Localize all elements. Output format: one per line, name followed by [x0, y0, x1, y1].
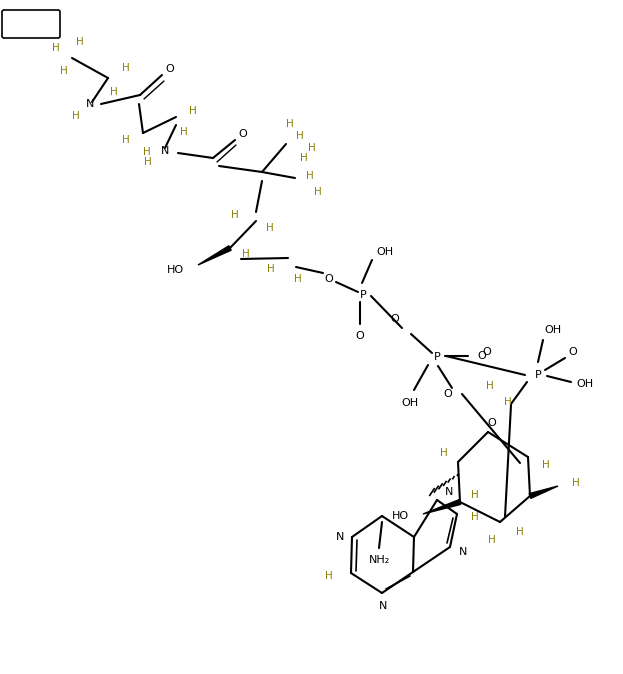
Text: H: H [110, 87, 118, 97]
Text: H: H [286, 119, 294, 129]
Text: H: H [266, 223, 274, 233]
Text: H: H [60, 66, 68, 76]
Text: H: H [143, 147, 151, 157]
Text: H: H [72, 111, 80, 121]
Text: H: H [440, 448, 448, 458]
Text: H: H [471, 512, 479, 522]
Text: P: P [434, 352, 440, 362]
Text: HO: HO [166, 265, 184, 275]
Text: O: O [356, 331, 364, 341]
Text: H: H [572, 478, 580, 488]
Text: N: N [161, 146, 169, 156]
Text: O: O [483, 347, 492, 357]
Polygon shape [198, 246, 231, 265]
Text: OH: OH [376, 247, 394, 257]
Text: H: H [308, 143, 316, 153]
Text: O: O [488, 418, 497, 428]
Text: N: N [379, 601, 387, 611]
Text: N: N [86, 99, 94, 109]
Text: O: O [325, 274, 333, 284]
Text: H: H [471, 490, 479, 500]
Text: P: P [535, 370, 541, 380]
Text: H: H [267, 264, 275, 274]
Text: H: H [144, 157, 152, 167]
Text: N: N [445, 487, 453, 497]
Text: H: H [189, 106, 197, 116]
Text: O: O [166, 64, 174, 74]
Text: O: O [391, 314, 399, 324]
Text: H: H [9, 19, 17, 29]
Text: H: H [325, 571, 333, 581]
Text: O: O [239, 129, 247, 139]
Text: H: H [231, 210, 239, 220]
Text: H: H [52, 43, 60, 53]
Text: H: H [300, 153, 308, 163]
FancyBboxPatch shape [2, 10, 60, 38]
Text: H: H [542, 460, 550, 470]
Text: NH₂: NH₂ [368, 555, 389, 565]
Text: H: H [306, 171, 314, 181]
Text: H: H [504, 397, 512, 407]
Text: H: H [294, 274, 302, 284]
Text: H: H [516, 527, 524, 537]
Text: N: N [336, 532, 344, 542]
Text: H: H [76, 37, 84, 47]
Text: P: P [359, 290, 366, 300]
Text: H: H [296, 131, 304, 141]
Text: H: H [180, 127, 188, 137]
Text: OH: OH [401, 398, 419, 408]
Text: H: H [488, 535, 496, 545]
Text: O: O [569, 347, 578, 357]
Text: OH: OH [576, 379, 594, 389]
Text: O: O [444, 389, 452, 399]
Text: HO: HO [391, 511, 409, 521]
Text: H: H [122, 135, 130, 145]
Text: H: H [486, 381, 494, 391]
Polygon shape [529, 486, 558, 498]
Text: H: H [242, 249, 250, 259]
Text: OH: OH [545, 325, 561, 335]
Text: O: O [478, 351, 487, 361]
Text: Abs: Abs [24, 19, 42, 29]
Text: N: N [459, 547, 467, 557]
Text: H: H [122, 63, 130, 73]
Polygon shape [423, 499, 461, 514]
Text: H: H [314, 187, 322, 197]
